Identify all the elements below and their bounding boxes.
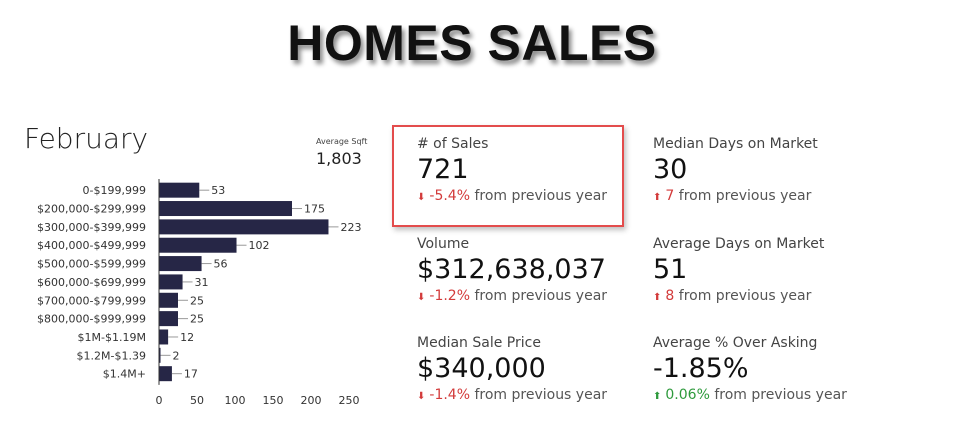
x-tick-label: 150 <box>263 394 284 407</box>
category-label: $800,000-$999,999 <box>37 313 146 326</box>
data-label: 25 <box>190 313 204 326</box>
page-title: HOMES SALES <box>287 15 657 71</box>
bar <box>159 347 161 363</box>
metric-value: 51 <box>653 254 688 285</box>
metric-change: ⬆ 8 from previous year <box>653 288 824 304</box>
x-tick-label: 0 <box>156 394 163 407</box>
x-tick-label: 100 <box>225 394 246 407</box>
x-tick-label: 200 <box>301 394 322 407</box>
metric-average-days: Average Days on Market 51 ⬆ 8 from previo… <box>653 236 824 304</box>
category-label: $1.2M-$1.39 <box>77 349 146 362</box>
metric-change-value: 7 <box>665 188 675 204</box>
category-label: $300,000-$399,999 <box>37 221 146 234</box>
metric-median-days: Median Days on Market 30 ⬆ 7 from previou… <box>653 136 818 204</box>
category-label: $1M-$1.19M <box>78 331 146 344</box>
data-label: 31 <box>195 276 209 289</box>
arrow-up-icon: ⬆ <box>653 192 662 203</box>
month-heading: February <box>24 122 149 155</box>
metric-change-suffix: from previous year <box>714 387 847 403</box>
metric-label: Volume <box>417 236 470 252</box>
metric-value: -1.85% <box>653 353 749 384</box>
category-label: 0-$199,999 <box>83 184 146 197</box>
bar <box>159 329 169 345</box>
x-tick-label: 50 <box>190 394 204 407</box>
metric-value: $312,638,037 <box>417 254 606 285</box>
price-range-bar-chart: 0-$199,999 53 $200,000-$299,999 175 $300,000… <box>37 179 361 407</box>
sales-highlight-box <box>392 125 624 227</box>
arrow-up-icon: ⬆ <box>653 292 662 303</box>
data-label: 175 <box>304 203 325 216</box>
metric-change-suffix: from previous year <box>474 387 608 403</box>
metric-volume: Volume $312,638,037 ⬇ -1.2% from previous… <box>417 236 607 304</box>
category-label: $400,000-$499,999 <box>37 239 146 252</box>
data-label: 12 <box>180 331 194 344</box>
category-label: $600,000-$699,999 <box>37 276 146 289</box>
category-label: $700,000-$799,999 <box>37 294 146 307</box>
data-label: 102 <box>249 239 270 252</box>
average-sqft-value: 1,803 <box>316 149 362 168</box>
metric-change: ⬇ -5.4% from previous year <box>417 188 607 204</box>
metric-change: ⬇ -1.2% from previous year <box>417 288 607 304</box>
data-label: 53 <box>211 184 225 197</box>
metric-change: ⬆ 0.06% from previous year <box>653 387 847 403</box>
data-label: 2 <box>173 349 180 362</box>
metric-change-suffix: from previous year <box>678 288 812 304</box>
bar <box>159 237 237 253</box>
metric-change-value: 0.06% <box>665 387 710 403</box>
metric-change-value: -1.4% <box>429 387 471 403</box>
arrow-down-icon: ⬇ <box>417 292 426 303</box>
bar <box>159 274 183 290</box>
metric-value: 30 <box>653 154 688 185</box>
metric-change-value: 8 <box>665 288 675 304</box>
average-sqft-label: Average Sqft <box>316 137 368 146</box>
arrow-up-icon: ⬆ <box>653 391 662 402</box>
arrow-down-icon: ⬇ <box>417 192 426 203</box>
metric-label: Median Days on Market <box>653 136 818 152</box>
data-label: 223 <box>340 221 361 234</box>
category-label: $500,000-$599,999 <box>37 258 146 271</box>
metric-label: Median Sale Price <box>417 335 541 351</box>
bar <box>159 366 172 382</box>
metric-change: ⬆ 7 from previous year <box>653 188 818 204</box>
metric-sales-count: # of Sales 721 ⬇ -5.4% from previous year <box>417 136 607 204</box>
metric-label: Average % Over Asking <box>653 335 818 351</box>
metric-label: # of Sales <box>417 136 489 152</box>
bar <box>159 256 202 272</box>
metric-value: 721 <box>417 154 469 185</box>
bar <box>159 292 178 308</box>
data-label: 17 <box>184 368 198 381</box>
metric-over-asking: Average % Over Asking -1.85% ⬆ 0.06% from… <box>653 335 847 403</box>
bar <box>159 219 329 235</box>
bar <box>159 201 292 217</box>
bar <box>159 182 200 198</box>
data-label: 56 <box>214 258 228 271</box>
category-label: $200,000-$299,999 <box>37 203 146 216</box>
metric-change-value: -5.4% <box>429 188 471 204</box>
x-tick-label: 250 <box>339 394 360 407</box>
metric-label: Average Days on Market <box>653 236 825 252</box>
category-label: $1.4M+ <box>103 368 146 381</box>
metric-median-sale-price: Median Sale Price $340,000 ⬇ -1.4% from p… <box>417 335 607 403</box>
data-label: 25 <box>190 294 204 307</box>
arrow-down-icon: ⬇ <box>417 391 426 402</box>
metric-change-suffix: from previous year <box>474 288 608 304</box>
metric-change: ⬇ -1.4% from previous year <box>417 387 607 403</box>
metric-change-value: -1.2% <box>429 288 471 304</box>
bar <box>159 311 178 327</box>
metric-value: $340,000 <box>417 353 546 384</box>
metric-change-suffix: from previous year <box>474 188 608 204</box>
metric-change-suffix: from previous year <box>678 188 812 204</box>
